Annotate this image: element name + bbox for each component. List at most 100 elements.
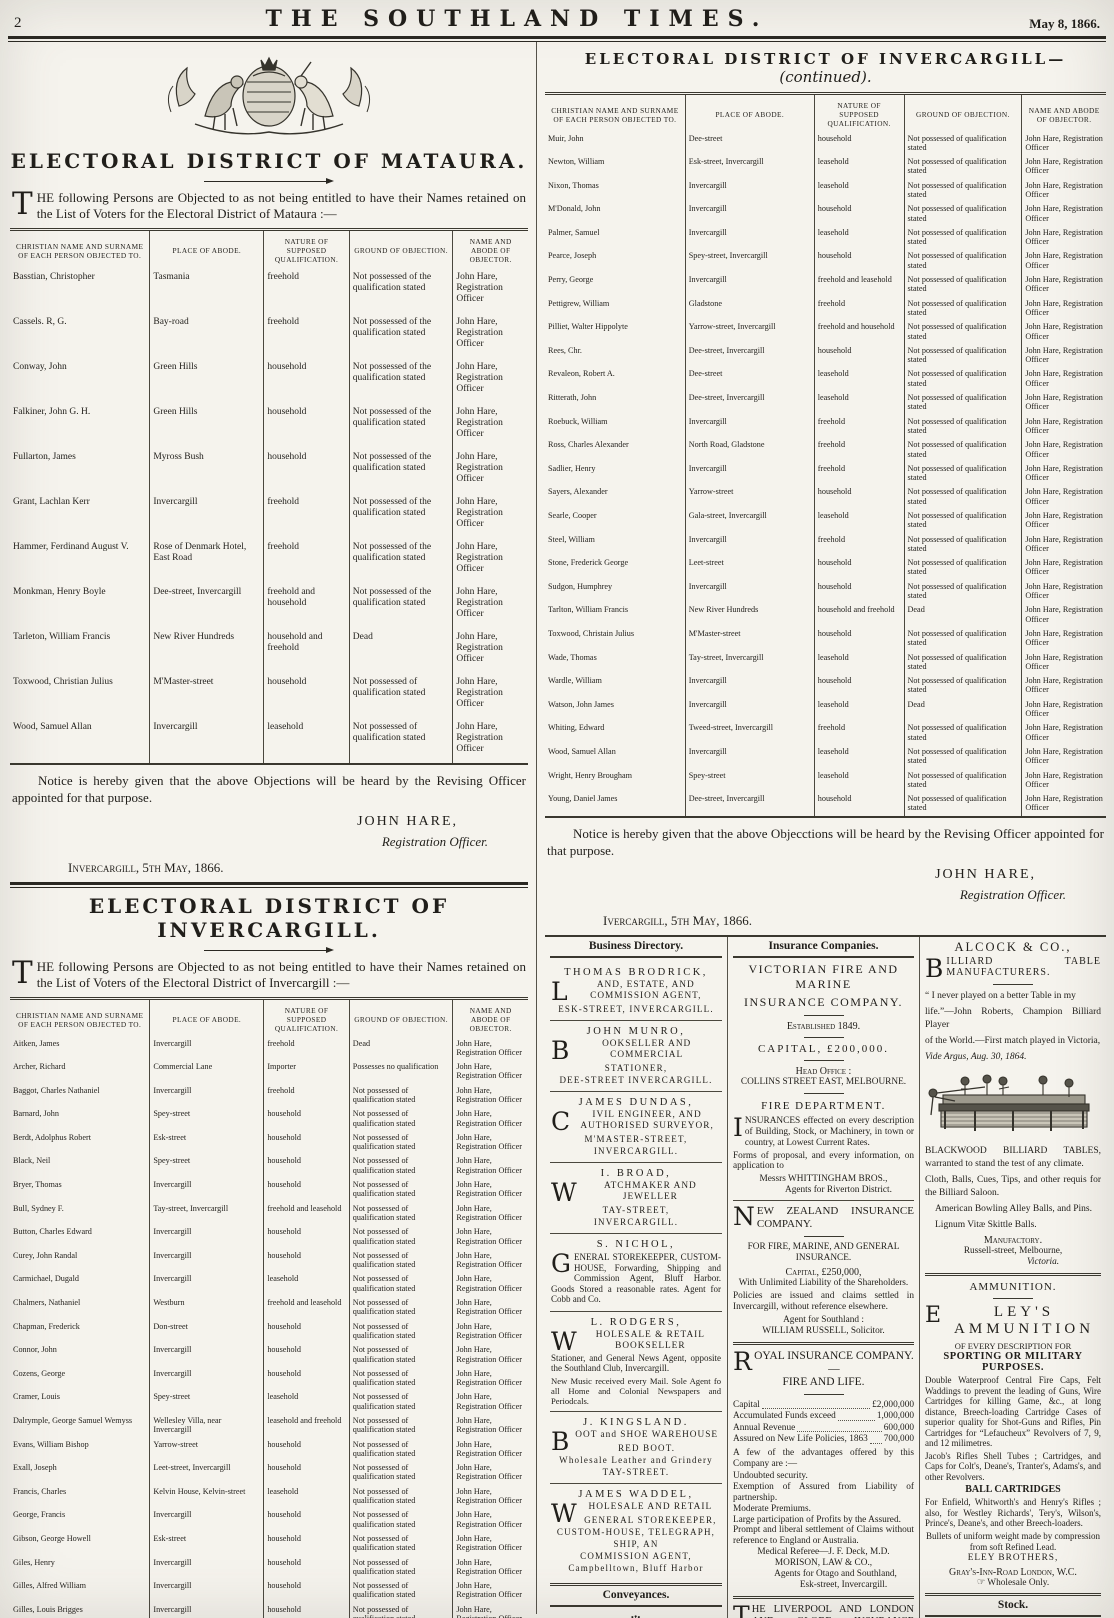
cell-ground: Not possessed of qualification stated xyxy=(903,627,1022,652)
cell-name: Wade, Thomas xyxy=(548,652,597,662)
dateline: Ivercargill, 5th May, 1866. xyxy=(603,913,753,929)
cell-abode: Invercargill xyxy=(149,1343,264,1368)
cell-abode: Gladstone xyxy=(684,297,815,321)
ad-title: ALCOCK & CO., xyxy=(954,940,1072,955)
cell-objector: John Hare, Registration Officer xyxy=(1021,179,1106,203)
entry-name: THOMAS BRODRICK, xyxy=(564,967,708,979)
cell-abode: Gala-street, Invercargill xyxy=(684,509,815,534)
insurance-column: Insurance Companies. VICTORIAN FIRE AND … xyxy=(727,937,919,1618)
cell-name: George, Francis xyxy=(13,1510,66,1520)
cell-abode: Dee-street xyxy=(684,367,815,392)
table-row: Berdt, Adolphus Robert Esk-street househ… xyxy=(10,1131,528,1155)
ad-title-text: LEY'S AMMUNITION xyxy=(954,1304,1095,1338)
capital: Capital, £250,000, xyxy=(785,1267,862,1279)
cell-abode: Invercargill xyxy=(684,179,815,203)
financial-row: Capital £2,000,000 xyxy=(733,1400,914,1412)
table-row: Wood, Samuel Allan Invercargill leasehol… xyxy=(10,718,528,764)
business-directory-entry: S. NICHOL, G ENERAL STOREKEEPER, CUSTOM-… xyxy=(550,1234,722,1312)
ad-signature: ELEY BROTHERS, xyxy=(967,1552,1059,1563)
cell-qualification: leasehold xyxy=(263,718,350,764)
cell-ground: Not possessed of the qualification state… xyxy=(348,268,453,313)
table-row: Chapman, Frederick Don-street household … xyxy=(10,1320,528,1344)
table-row: Palmer, Samuel Invercargill leasehold No… xyxy=(545,226,1106,250)
cell-abode: Dee-street, Invercargill xyxy=(149,583,264,628)
cell-ground: Not possessed of qualification stated xyxy=(903,297,1022,321)
cell-ground: Not possessed of qualification stated xyxy=(903,438,1022,463)
table-row: Perry, George Invercargill freehold and … xyxy=(545,273,1106,298)
entry-trade: C IVIL ENGINEER, AND AUTHORISED SURVEYOR, xyxy=(551,1109,721,1134)
col-header-name: CHRISTIAN NAME AND SURNAME OF EACH PERSO… xyxy=(15,1010,144,1029)
cell-name: Steel, William xyxy=(548,534,595,544)
cell-objector: John Hare, Registration Officer xyxy=(1021,297,1106,321)
head-office: COLLINS STREET EAST, MELBOURNE. xyxy=(740,1077,907,1088)
cell-qualification: household xyxy=(813,202,905,227)
table-row: Young, Daniel James Dee-street, Invercar… xyxy=(545,792,1106,818)
classified-ads: Business Directory. THOMAS BRODRICK, L AN… xyxy=(545,935,1106,1618)
testimonial-line: life.”—John Roberts, Champion Billiard P… xyxy=(925,1007,1101,1031)
page-number: 2 xyxy=(14,15,22,31)
cell-name: Curey, John Randal xyxy=(13,1250,78,1260)
col-header-objector: NAME AND ABODE OF OBJECTOR. xyxy=(452,998,528,1037)
liverpool-insurance-ad: THE LIVERPOOL AND LONDON AND GLOBE INSUR… xyxy=(733,1604,914,1618)
entry-name: L. RODGERS, xyxy=(590,1316,682,1328)
table-row: Grant, Lachlan Kerr Invercargill freehol… xyxy=(10,493,528,538)
ad-paragraph-text: NSURANCES effected on every description … xyxy=(744,1116,914,1148)
cell-objector: John Hare, Registration Officer xyxy=(452,628,528,673)
ad-paragraph: Lignum Vitæ Skittle Balls. xyxy=(935,1220,1037,1231)
mataura-title: ELECTORAL DISTRICT OF MATAURA. xyxy=(10,149,528,173)
entry-name: JAMES WADDEL, xyxy=(578,1488,694,1500)
ad-title: R OYAL INSURANCE COMPANY.— FIRE AND LIFE. xyxy=(733,1350,914,1389)
cell-qualification: freehold and leasehold xyxy=(263,1296,350,1321)
cell-abode: Wellesley Villa, near Invercargill xyxy=(149,1414,264,1439)
entry-name: I. BROAD, xyxy=(600,1168,672,1180)
cell-ground: Not possessed of qualification stated xyxy=(348,1343,453,1368)
entry-address: TAY-STREET. xyxy=(602,1466,670,1477)
table-row: Wade, Thomas Tay-street, Invercargill le… xyxy=(545,651,1106,675)
cell-abode: Kelvin House, Kelvin-street xyxy=(149,1485,264,1509)
cell-qualification: freehold xyxy=(813,721,905,746)
table-row: Nixon, Thomas Invercargill leasehold Not… xyxy=(545,179,1106,203)
table-row: Ross, Charles Alexander North Road, Glad… xyxy=(545,438,1106,463)
cell-ground: Dead xyxy=(903,698,1022,722)
entry-address: DEE-STREET INVERCARGILL. xyxy=(559,1075,713,1086)
cell-qualification: household xyxy=(813,627,905,652)
entry-address: COMMISSION AGENT, xyxy=(580,1550,692,1561)
cell-name: Gilles, Louis Brigges xyxy=(13,1604,83,1614)
cell-objector: John Hare, Registration Officer xyxy=(1021,509,1106,534)
cell-qualification: household xyxy=(813,580,905,604)
cell-abode: Leet-street xyxy=(684,556,815,581)
cell-abode: Don-street xyxy=(149,1320,264,1344)
cell-objector: John Hare, Registration Officer xyxy=(452,1556,528,1580)
cell-abode: Invercargill xyxy=(149,1603,264,1618)
advantage-item: Prompt and liberal settlement of Claims … xyxy=(733,1525,914,1547)
mataura-intro: T HE following Persons are Objected to as… xyxy=(12,189,526,222)
cell-qualification: leasehold xyxy=(813,509,905,534)
cell-abode: Spey-street xyxy=(684,769,815,793)
cell-abode: Invercargill xyxy=(684,698,815,722)
cell-abode: Invercargill xyxy=(684,226,815,250)
mini-divider xyxy=(803,1236,844,1238)
cell-qualification: household xyxy=(263,1508,350,1533)
financial-label: Annual Revenue xyxy=(733,1422,796,1433)
cell-objector: John Hare, Registration Officer xyxy=(452,1485,528,1509)
cell-ground: Not possessed of qualification stated xyxy=(903,485,1022,510)
col-header-abode: PLACE OF ABODE. xyxy=(149,998,264,1037)
table-row: Black, Neil Spey-street household Not po… xyxy=(10,1154,528,1179)
cell-abode: New River Hundreds xyxy=(149,628,264,673)
cell-name: Gibson, George Howell xyxy=(13,1533,91,1543)
entry-trade-text: OOKSELLER AND COMMERCIAL xyxy=(602,1039,692,1061)
cell-abode: Spey-street xyxy=(149,1390,264,1415)
cell-qualification: household xyxy=(263,1107,350,1132)
table-row: Sayers, Alexander Yarrow-street househol… xyxy=(545,485,1106,510)
cell-ground: Dead xyxy=(903,603,1022,628)
cell-abode: Invercargill xyxy=(684,533,815,557)
cobb-and-co-ad: V. ♛ R. COBB AND CO'S. TELEGRAPH LINE OF… xyxy=(550,1611,722,1618)
cell-ground: Not possessed of qualification stated xyxy=(348,1579,453,1604)
cell-ground: Not possessed of qualification stated xyxy=(348,1603,453,1618)
cell-objector: John Hare, Registration Officer xyxy=(1021,249,1106,274)
cell-ground: Not possessed of the qualification state… xyxy=(348,358,453,403)
ad-paragraph: With Unlimited Liability of the Sharehol… xyxy=(738,1278,909,1289)
cell-name: Basstian, Christopher xyxy=(13,272,95,282)
cell-qualification: household xyxy=(263,1320,350,1344)
